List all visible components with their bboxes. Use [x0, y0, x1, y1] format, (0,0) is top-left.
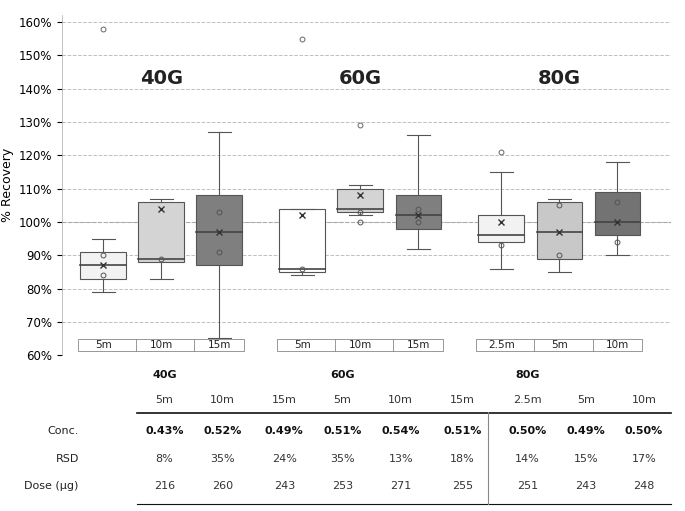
Y-axis label: % Recovery: % Recovery: [1, 148, 14, 222]
Text: 0.49%: 0.49%: [566, 426, 605, 436]
Text: 0.50%: 0.50%: [508, 426, 547, 436]
Bar: [279, 208, 325, 272]
Bar: [277, 339, 443, 351]
Text: 60G: 60G: [338, 69, 382, 88]
Text: 0.43%: 0.43%: [145, 426, 184, 436]
Text: 216: 216: [154, 481, 175, 491]
Text: 255: 255: [452, 481, 473, 491]
Bar: [78, 339, 244, 351]
Text: 0.51%: 0.51%: [443, 426, 482, 436]
Text: 248: 248: [633, 481, 655, 491]
Text: 60G: 60G: [330, 369, 355, 380]
Text: 8%: 8%: [155, 454, 173, 464]
Bar: [595, 192, 640, 235]
Text: 271: 271: [390, 481, 412, 491]
Text: 5m: 5m: [334, 395, 351, 405]
Text: 5m: 5m: [155, 395, 173, 405]
Text: 0.51%: 0.51%: [323, 426, 362, 436]
Text: 80G: 80G: [538, 69, 581, 88]
Text: 15m: 15m: [208, 340, 231, 350]
Bar: [536, 202, 582, 259]
Bar: [478, 215, 524, 242]
Text: 18%: 18%: [450, 454, 475, 464]
Text: 15m: 15m: [450, 395, 475, 405]
Text: Conc.: Conc.: [47, 426, 79, 436]
Text: 243: 243: [273, 481, 295, 491]
Text: 243: 243: [575, 481, 597, 491]
Text: 10m: 10m: [388, 395, 413, 405]
Text: 253: 253: [332, 481, 353, 491]
Text: RSD: RSD: [55, 454, 79, 464]
Text: 5m: 5m: [95, 340, 112, 350]
Text: 0.54%: 0.54%: [382, 426, 420, 436]
Text: Dose (μg): Dose (μg): [25, 481, 79, 491]
Text: 2.5m: 2.5m: [513, 395, 542, 405]
Bar: [138, 202, 184, 262]
Text: 10m: 10m: [606, 340, 629, 350]
Bar: [80, 252, 126, 278]
Text: 40G: 40G: [140, 69, 183, 88]
Text: 5m: 5m: [551, 340, 568, 350]
Bar: [395, 195, 441, 228]
Text: 15m: 15m: [272, 395, 297, 405]
Text: 24%: 24%: [272, 454, 297, 464]
Text: 5m: 5m: [294, 340, 310, 350]
Text: 251: 251: [517, 481, 538, 491]
Text: 5m: 5m: [577, 395, 595, 405]
Text: 40G: 40G: [152, 369, 177, 380]
Text: 15%: 15%: [573, 454, 598, 464]
Text: 14%: 14%: [515, 454, 540, 464]
Text: 35%: 35%: [210, 454, 235, 464]
Text: 2.5m: 2.5m: [488, 340, 514, 350]
Text: 10m: 10m: [210, 395, 235, 405]
Text: 0.52%: 0.52%: [203, 426, 242, 436]
Text: 10m: 10m: [349, 340, 372, 350]
Bar: [197, 195, 242, 265]
Text: 15m: 15m: [407, 340, 430, 350]
Text: 10m: 10m: [632, 395, 656, 405]
Text: 260: 260: [212, 481, 233, 491]
Text: 35%: 35%: [330, 454, 355, 464]
Text: 17%: 17%: [632, 454, 656, 464]
Text: 13%: 13%: [388, 454, 413, 464]
Text: 80G: 80G: [515, 369, 540, 380]
Text: 10m: 10m: [149, 340, 173, 350]
Bar: [338, 189, 383, 212]
Text: 0.50%: 0.50%: [625, 426, 663, 436]
Text: 0.49%: 0.49%: [265, 426, 303, 436]
Bar: [476, 339, 643, 351]
